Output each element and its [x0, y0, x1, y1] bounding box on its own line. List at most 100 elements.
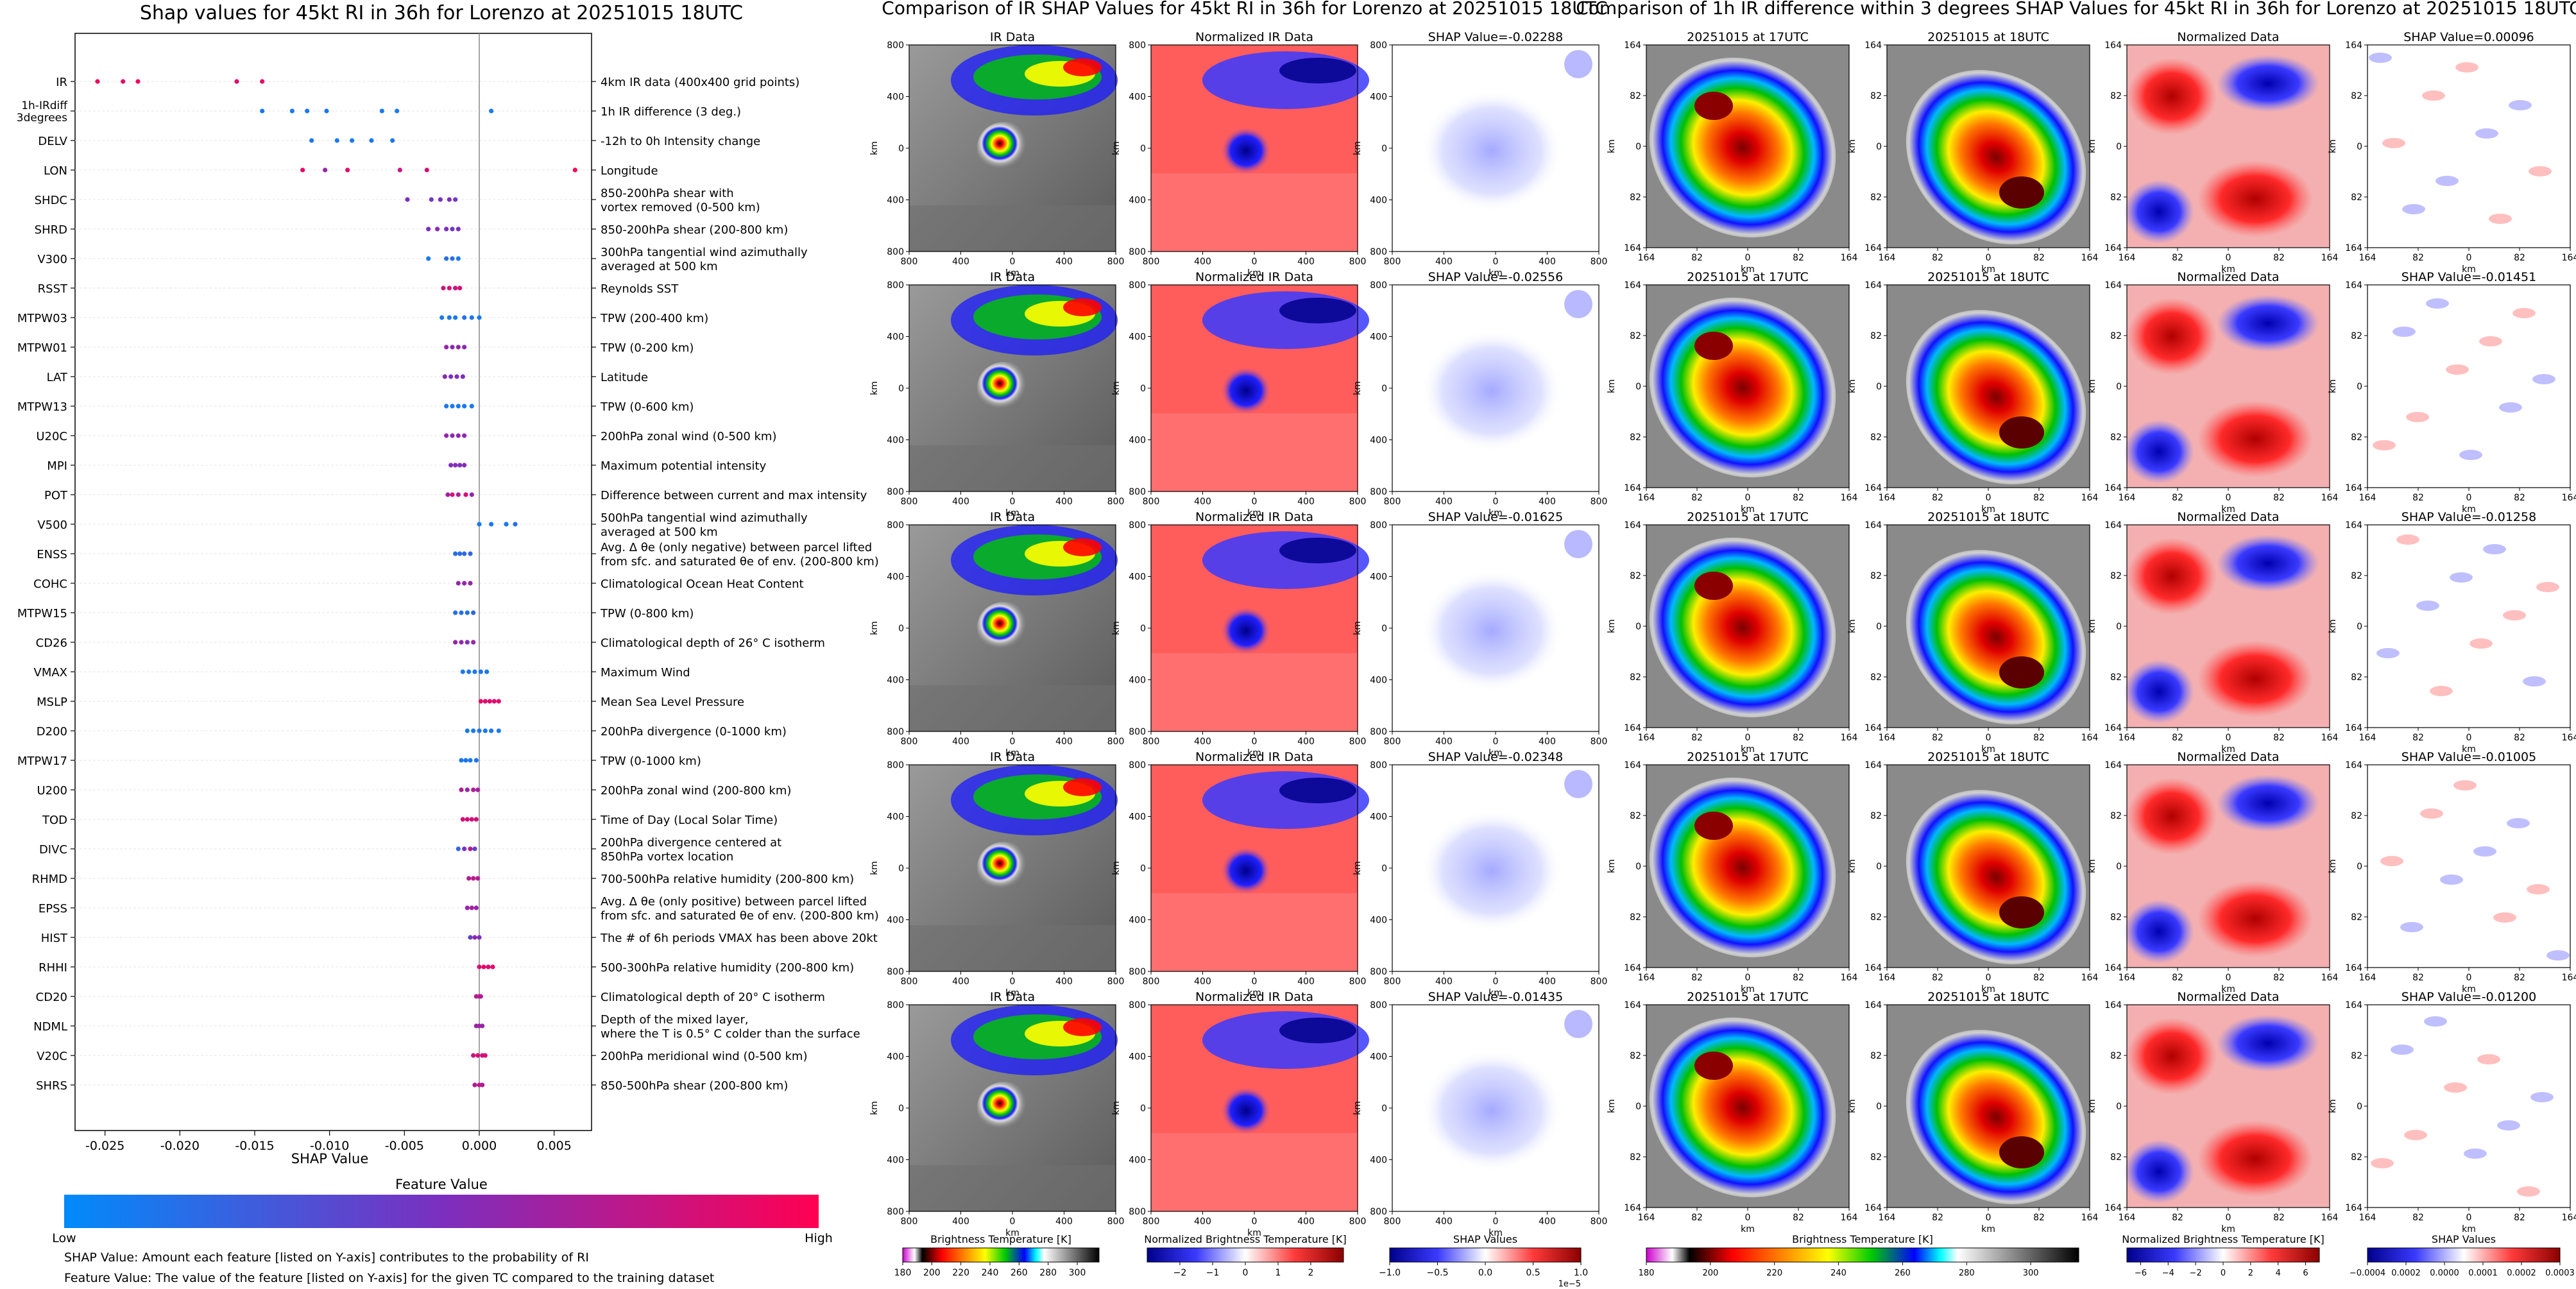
- y-tick-label: 400: [1129, 916, 1146, 926]
- shap-point-30: [477, 964, 482, 969]
- shap-speckle: [2426, 298, 2449, 309]
- cb-tick-label: 4: [2276, 1268, 2281, 1278]
- y-tick-label: 164: [1624, 760, 1641, 771]
- shap-point-15: [504, 522, 509, 527]
- shap-point-17: [456, 581, 461, 586]
- y-tick-label: 164: [2104, 520, 2122, 531]
- y-tick-label: 164: [1624, 520, 1641, 531]
- shap-speckle: [2376, 648, 2400, 658]
- y-axis-label: km: [2087, 1099, 2097, 1113]
- shap-prefix: SHAP Value=: [1428, 750, 1508, 764]
- x-tick-label: 800: [1349, 737, 1367, 747]
- feature-code-13: MPI: [47, 459, 67, 473]
- x-tick-label: 82: [2514, 733, 2525, 743]
- norm-red-blob-a: [2127, 538, 2217, 615]
- norm-blue-blob-a: [2217, 774, 2319, 832]
- shap-point-16: [453, 551, 458, 556]
- y-tick-label: 82: [1870, 91, 1882, 101]
- shap-point-20: [484, 669, 490, 674]
- feature-desc-22: 200hPa divergence (0-1000 km): [601, 725, 787, 738]
- x-tick-label: 164: [2119, 493, 2136, 503]
- x-tick-label: 0: [1252, 1216, 1258, 1227]
- shap-point-1: [305, 108, 310, 114]
- y-tick-label: 800: [887, 727, 904, 737]
- norm-colorbar-right-label: Normalized Brightness Temperature [K]: [2122, 1233, 2324, 1245]
- shap-point-5: [435, 226, 440, 232]
- shap-speckle: [2446, 364, 2469, 375]
- panel-title-shap: SHAP Value=-0.01258: [2401, 510, 2536, 524]
- feature-desc-19: Climatological depth of 26° C isotherm: [601, 636, 825, 650]
- shap-point-28: [465, 905, 470, 910]
- x-tick-label: 0: [2466, 493, 2472, 503]
- x-tick-label: 164: [1841, 253, 1858, 263]
- panel-title-17utc: 20251015 at 17UTC: [1687, 270, 1809, 284]
- x-axis-label: km: [1247, 1228, 1261, 1238]
- x-tick-label: 82: [1793, 733, 1804, 743]
- shap-point-29: [472, 935, 477, 940]
- y-axis-label: km: [869, 1101, 880, 1115]
- norm-storm: [1220, 846, 1272, 895]
- x-tick-label: 82: [2172, 973, 2183, 983]
- x-tick-label: 82: [2412, 1213, 2424, 1223]
- x-tick-label: 400: [952, 977, 969, 987]
- y-tick-label: 800: [1129, 487, 1146, 497]
- shap-speckle: [2420, 808, 2443, 819]
- shap-colorbar-label: SHAP Values: [1453, 1233, 1517, 1245]
- y-axis-label: km: [1847, 859, 1857, 873]
- y-tick-label: 82: [1870, 432, 1882, 443]
- y-tick-label: 400: [1129, 92, 1146, 103]
- x-tick-label: 82: [1932, 1213, 1943, 1223]
- y-tick-label: 400: [887, 572, 904, 583]
- y-tick-label: 0: [1381, 864, 1387, 874]
- x-tick-label: 800: [901, 497, 918, 507]
- y-tick-label: 400: [1370, 332, 1387, 343]
- norm-band-core: [1279, 778, 1356, 803]
- shap-point-3: [572, 167, 577, 173]
- panel-title-norm: Normalized Data: [2177, 270, 2279, 284]
- feature-desc-34: 850-500hPa shear (200-800 km): [601, 1079, 788, 1093]
- y-tick-label: 800: [1370, 247, 1387, 257]
- y-tick-label: 0: [1140, 624, 1146, 634]
- shap-point-27: [471, 876, 476, 881]
- x-tick-label: 400: [1539, 497, 1556, 507]
- feature-colorbar-title: Feature Value: [395, 1177, 488, 1192]
- y-tick-label: 82: [2110, 91, 2122, 101]
- y-tick-label: 164: [1624, 723, 1641, 733]
- shap-point-0: [135, 79, 141, 84]
- feature-desc-4: 850-200hPa shear with: [601, 187, 734, 200]
- y-tick-label: 82: [2110, 571, 2122, 581]
- norm-band: [1202, 51, 1369, 109]
- x-tick-label: 800: [1349, 977, 1367, 987]
- y-tick-label: 82: [1630, 1152, 1641, 1163]
- shap-point-1: [324, 108, 329, 114]
- ir-shap-rows: IR Data80080040040000400400800800kmkmNor…: [869, 30, 1607, 1238]
- feature-desc-17: Climatological Ocean Heat Content: [601, 577, 804, 591]
- bt-colorbar-right-label: Brightness Temperature [K]: [1792, 1233, 1933, 1245]
- y-tick-label: 164: [2104, 280, 2122, 291]
- x-tick-label: 800: [1384, 977, 1401, 987]
- shap-prefix: SHAP Value=: [1428, 510, 1508, 524]
- storm-18-core: [1999, 176, 2044, 209]
- shap-point-22: [465, 728, 470, 733]
- x-tick-label: 0: [1493, 977, 1499, 987]
- feature-desc-0: 4km IR data (400x400 grid points): [601, 76, 799, 89]
- shap-speckle: [2503, 610, 2526, 620]
- shap-point-18: [471, 610, 476, 615]
- x-tick-label: 400: [1435, 977, 1453, 987]
- cb-tick-label: −1: [1206, 1268, 1220, 1278]
- x-axis-label: km: [1005, 988, 1019, 998]
- y-axis-label: km: [869, 381, 880, 395]
- x-tick-label: 164: [2359, 1213, 2376, 1223]
- x-tick-label: 164: [2321, 1213, 2339, 1223]
- y-tick-label: 164: [1864, 963, 1882, 973]
- panel-title-shap: SHAP Value=-0.01451: [2401, 270, 2536, 284]
- y-tick-label: 800: [887, 1207, 904, 1217]
- shap-blob: [1421, 1050, 1562, 1172]
- shap-speckle: [2430, 686, 2453, 696]
- norm-colorbar-right: [2126, 1247, 2320, 1263]
- cloud-band-red: [1063, 538, 1102, 556]
- shap-point-34: [480, 1082, 485, 1088]
- shap-colorbar-right: [2367, 1247, 2561, 1263]
- shap-point-28: [469, 905, 474, 910]
- feature-code-16: ENSS: [37, 548, 67, 561]
